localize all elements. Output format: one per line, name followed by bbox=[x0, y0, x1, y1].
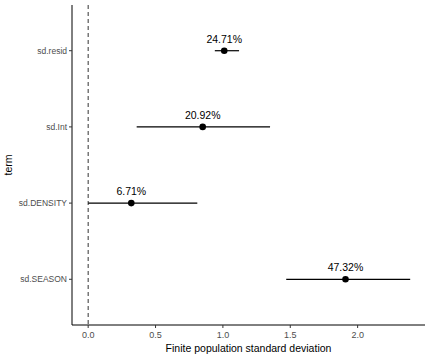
y-tick bbox=[69, 279, 72, 280]
y-tick-label: sd.resid bbox=[37, 46, 67, 56]
x-tick bbox=[88, 325, 89, 328]
y-tick-label: sd.DENSITY bbox=[19, 198, 68, 208]
point bbox=[199, 124, 206, 131]
point bbox=[128, 200, 135, 207]
point bbox=[221, 47, 228, 54]
x-tick-label: 0.5 bbox=[149, 330, 162, 340]
x-tick bbox=[290, 325, 291, 328]
y-tick bbox=[69, 203, 72, 204]
x-axis-title: Finite population standard deviation bbox=[166, 342, 332, 354]
x-tick bbox=[222, 325, 223, 328]
y-tick-label: sd.SEASON bbox=[20, 274, 67, 284]
percent-label: 47.32% bbox=[328, 261, 364, 273]
y-tick bbox=[69, 126, 72, 127]
y-tick-label: sd.Int bbox=[46, 122, 67, 132]
chart: 0.0 0.5 1.0 1.5 2.0 sd.resid sd.Int sd.DENSITY s… bbox=[0, 0, 432, 360]
y-axis-title: term bbox=[2, 154, 14, 175]
percent-label: 20.92% bbox=[185, 109, 221, 121]
x-tick bbox=[155, 325, 156, 328]
x-tick bbox=[357, 325, 358, 328]
x-axis bbox=[72, 325, 425, 326]
percent-label: 24.71% bbox=[206, 33, 242, 45]
point bbox=[342, 276, 349, 283]
y-axis bbox=[72, 5, 73, 325]
percent-label: 6.71% bbox=[116, 185, 146, 197]
x-tick-label: 0.0 bbox=[82, 330, 95, 340]
x-tick-label: 1.0 bbox=[217, 330, 230, 340]
y-tick bbox=[69, 50, 72, 51]
x-tick-label: 2.0 bbox=[351, 330, 364, 340]
x-tick-label: 1.5 bbox=[284, 330, 297, 340]
error-bar bbox=[88, 202, 197, 203]
marks bbox=[88, 47, 410, 282]
reference-line bbox=[88, 5, 89, 325]
